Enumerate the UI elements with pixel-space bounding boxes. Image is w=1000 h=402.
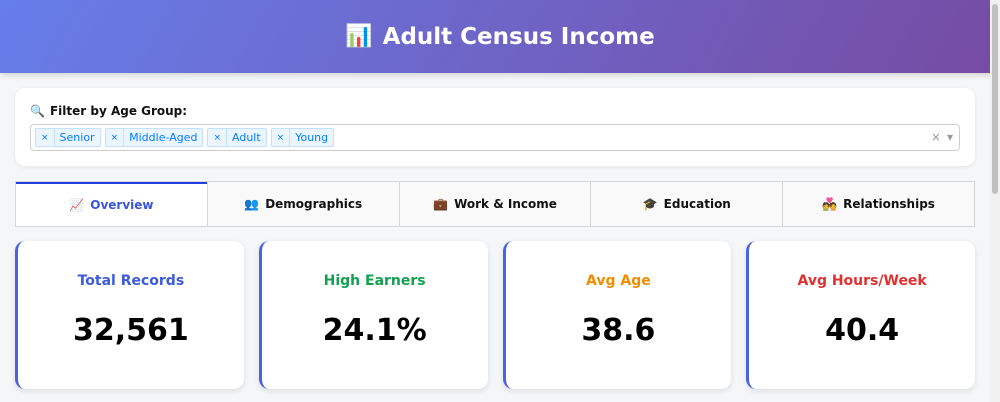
tag-label: Middle-Aged: [129, 131, 198, 144]
card-label: Avg Hours/Week: [797, 273, 927, 289]
card-avg-hours: Avg Hours/Week 40.4: [746, 241, 975, 389]
card-value: 38.6: [581, 313, 656, 348]
bar-chart-icon: 📊: [345, 24, 373, 49]
remove-tag-icon[interactable]: ×: [106, 129, 125, 146]
tab-bar: 📈 Overview 👥 Demographics 💼 Work & Income 🎓…: [15, 181, 975, 227]
app-header: 📊 Adult Census Income: [0, 0, 1000, 73]
tag-senior: × Senior: [35, 128, 101, 147]
tab-label: Work & Income: [454, 197, 557, 211]
tab-work-income[interactable]: 💼 Work & Income: [398, 182, 591, 226]
tab-label: Demographics: [265, 197, 363, 211]
card-value: 40.4: [825, 313, 900, 348]
search-icon: 🔍: [30, 104, 45, 118]
tab-education[interactable]: 🎓 Education: [590, 182, 782, 226]
card-value: 32,561: [72, 313, 189, 348]
remove-tag-icon[interactable]: ×: [208, 129, 227, 146]
scrollbar[interactable]: [990, 0, 1000, 402]
card-label: High Earners: [323, 273, 426, 289]
remove-tag-icon[interactable]: ×: [272, 129, 291, 146]
card-value: 24.1%: [322, 313, 427, 348]
tag-young: × Young: [270, 128, 335, 147]
graduation-cap-icon: 🎓: [642, 197, 658, 211]
remove-tag-icon[interactable]: ×: [36, 129, 55, 146]
kpi-cards: Total Records 32,561 High Earners 24.1% Av…: [15, 241, 975, 389]
clear-all-icon[interactable]: ×: [930, 130, 941, 144]
card-total-records: Total Records 32,561: [15, 241, 244, 389]
chevron-down-icon[interactable]: ▾: [946, 130, 953, 144]
chart-icon: 📈: [69, 198, 85, 212]
briefcase-icon: 💼: [433, 197, 449, 211]
filter-panel: 🔍 Filter by Age Group: × Senior × Middle-A…: [15, 88, 975, 166]
tab-label: Overview: [90, 198, 154, 212]
age-group-multiselect[interactable]: × Senior × Middle-Aged × Adult × Young × ▾: [30, 124, 960, 151]
couple-icon: 💑: [822, 197, 838, 211]
tag-middle-aged: × Middle-Aged: [104, 128, 204, 147]
filter-label: 🔍 Filter by Age Group:: [30, 104, 960, 118]
page-title: Adult Census Income: [382, 23, 655, 50]
people-icon: 👥: [244, 197, 260, 211]
tag-label: Senior: [59, 131, 95, 144]
card-high-earners: High Earners 24.1%: [258, 241, 488, 389]
card-label: Total Records: [77, 273, 185, 289]
scrollbar-thumb[interactable]: [992, 4, 998, 194]
card-label: Avg Age: [586, 273, 651, 289]
tab-relationships[interactable]: 💑 Relationships: [782, 182, 974, 226]
tab-demographics[interactable]: 👥 Demographics: [206, 182, 399, 226]
tab-overview[interactable]: 📈 Overview: [16, 182, 207, 226]
tag-adult: × Adult: [207, 128, 267, 147]
tab-label: Relationships: [843, 197, 935, 211]
tag-label: Adult: [232, 131, 261, 144]
card-avg-age: Avg Age 38.6: [502, 241, 732, 389]
tag-label: Young: [295, 131, 329, 144]
filter-label-text: Filter by Age Group:: [49, 104, 188, 118]
tab-label: Education: [663, 197, 731, 211]
